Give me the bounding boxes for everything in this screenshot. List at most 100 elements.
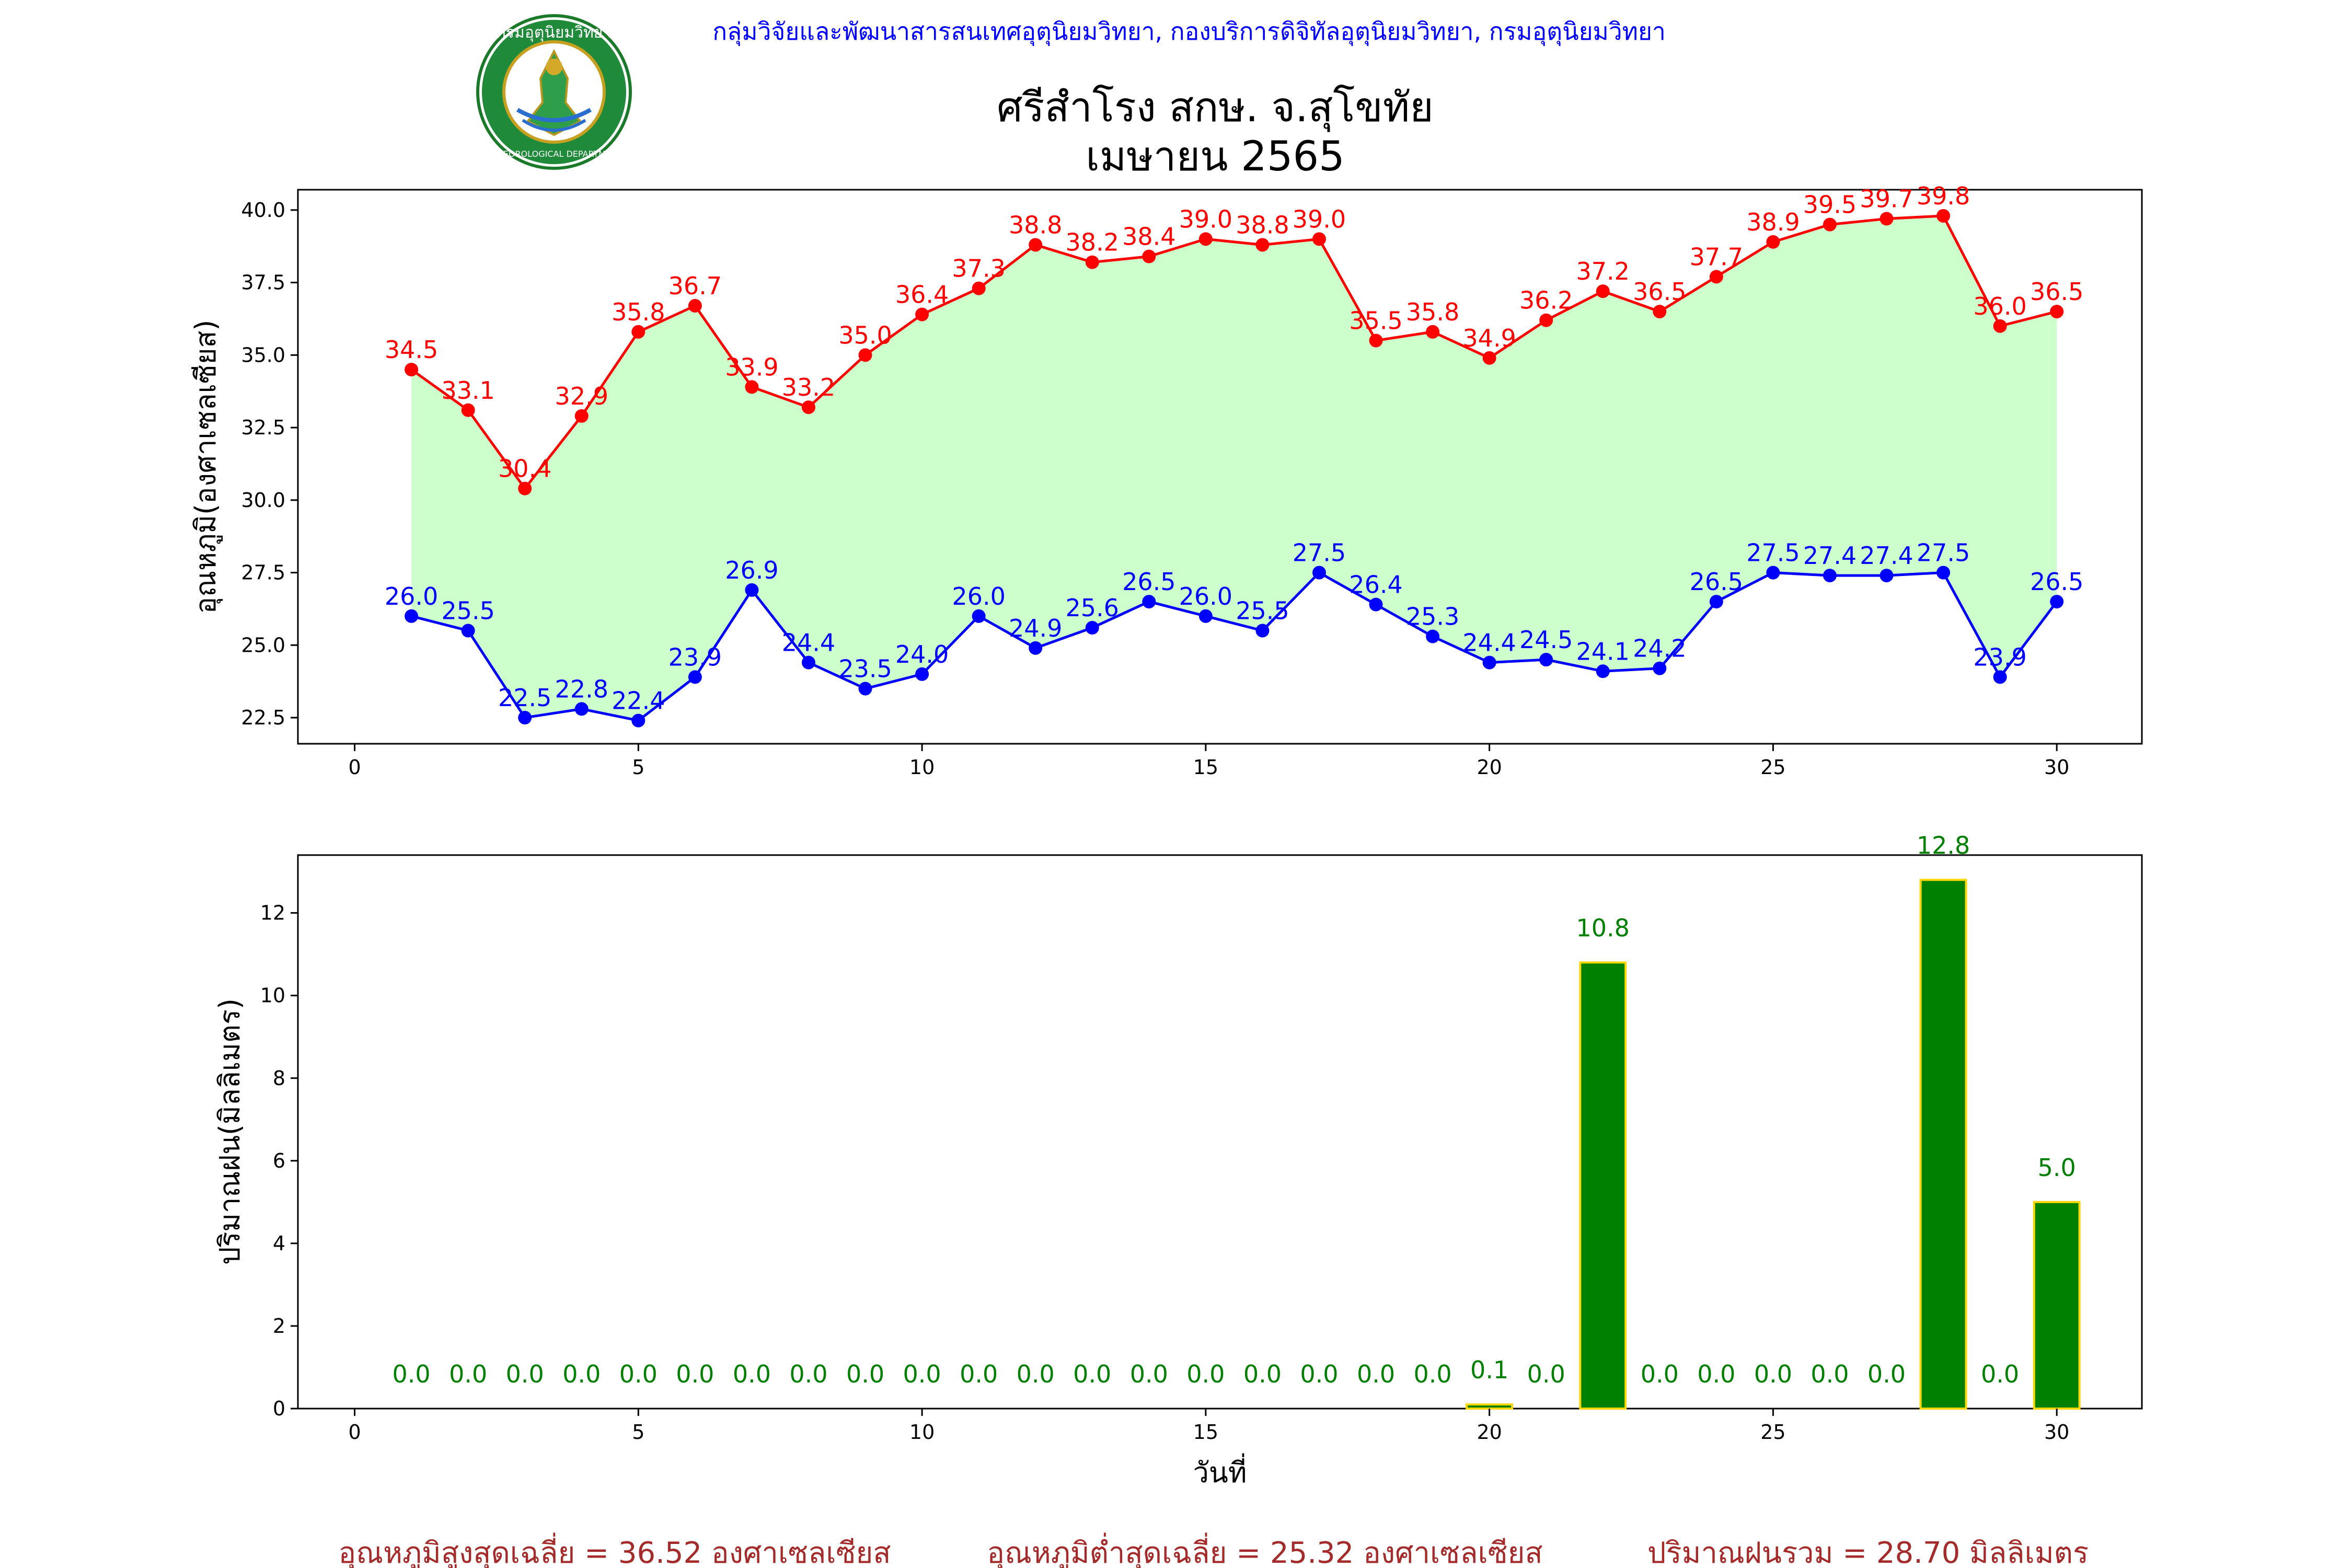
rainfall-xtick-label: 25	[1760, 1421, 1785, 1444]
min-temperature-value-label: 24.5	[1519, 626, 1573, 654]
max-temperature-value-label: 30.4	[498, 455, 551, 483]
max-temperature-value-label: 38.8	[1009, 211, 1062, 239]
min-temperature-value-label: 26.0	[385, 582, 438, 610]
rainfall-bar	[1466, 1403, 1514, 1410]
min-temperature-point	[405, 609, 419, 623]
min-temperature-point	[1766, 566, 1780, 580]
temperature-xtick-label: 5	[632, 756, 644, 779]
logo-ring-text: กรมอุตุนิยมวิทยา	[497, 24, 612, 42]
rainfall-value-label: 0.0	[1017, 1360, 1055, 1388]
min-temperature-point	[1596, 664, 1610, 678]
rainfall-data-labels: 0.0 0.0 0.0 0.0 0.0 0.0 0.0 0.0 0.0 0.0 0.0 0.0 0.0 0…	[393, 831, 2076, 1388]
max-temperature-value-label: 35.8	[612, 298, 665, 326]
min-temperature-value-label: 27.5	[1917, 539, 1970, 567]
max-temperature-value-label: 32.9	[555, 382, 608, 410]
rainfall-xtick-label: 30	[2044, 1421, 2069, 1444]
rainfall-value-label: 0.0	[1357, 1360, 1395, 1388]
max-temperature-point	[1596, 284, 1610, 298]
max-temperature-point	[1142, 249, 1156, 263]
max-temperature-value-label: 36.4	[895, 281, 949, 309]
temperature-data-labels: 34.533.130.432.935.836.733.933.235.036.4…	[385, 182, 2083, 715]
min-temperature-value-label: 23.5	[838, 655, 892, 683]
station-title: ศรีสำโรง สกษ. จ.สุโขทัย	[997, 84, 1434, 132]
max-temperature-point	[1823, 217, 1837, 232]
min-temperature-value-label: 27.5	[1746, 539, 1800, 567]
max-temperature-point	[1198, 232, 1213, 246]
min-temperature-point	[1936, 566, 1951, 580]
max-temperature-value-label: 37.7	[1690, 243, 1743, 271]
max-temperature-point	[801, 400, 815, 414]
min-temperature-value-label: 25.6	[1066, 594, 1119, 622]
min-temperature-value-label: 26.5	[2030, 568, 2083, 596]
rainfall-value-label: 0.1	[1470, 1356, 1508, 1384]
rainfall-value-label: 0.0	[1527, 1360, 1565, 1388]
temperature-ytick-label: 22.5	[241, 706, 285, 729]
min-temperature-value-label: 23.9	[668, 643, 722, 671]
min-temperature-value-label: 22.8	[555, 675, 608, 703]
rainfall-value-label: 0.0	[1811, 1360, 1849, 1388]
min-temperature-point	[1085, 621, 1099, 635]
temperature-ytick-label: 25.0	[241, 633, 285, 656]
min-temperature-value-label: 22.5	[498, 684, 551, 712]
min-temperature-value-label: 27.5	[1293, 539, 1346, 567]
rainfall-value-label: 0.0	[1867, 1360, 1906, 1388]
min-temperature-point	[1880, 569, 1894, 583]
max-temperature-point	[1936, 209, 1951, 223]
min-temperature-value-label: 26.0	[1179, 582, 1232, 610]
rainfall-bar	[2033, 1201, 2081, 1410]
min-temperature-point	[1029, 641, 1043, 655]
rainfall-value-label: 0.0	[619, 1360, 658, 1388]
max-temperature-point	[1369, 333, 1383, 348]
rainfall-value-label: 0.0	[393, 1360, 431, 1388]
min-temperature-value-label: 22.4	[612, 687, 665, 715]
temperature-ytick-label: 35.0	[241, 343, 285, 366]
max-temperature-point	[1993, 319, 2007, 333]
temperature-xtick-label: 10	[909, 756, 935, 779]
min-temperature-point	[1823, 569, 1837, 583]
temperature-ytick-label: 30.0	[241, 489, 285, 512]
rainfall-ytick-label: 4	[273, 1232, 285, 1255]
max-temperature-point	[1255, 238, 1270, 252]
rainfall-value-label: 0.0	[1186, 1360, 1225, 1388]
max-temperature-value-label: 38.9	[1746, 208, 1800, 236]
rainfall-ytick-label: 2	[273, 1315, 285, 1338]
rainfall-xtick-label: 10	[909, 1421, 935, 1444]
temperature-xtick-label: 30	[2044, 756, 2069, 779]
temperature-range-fill	[411, 215, 2057, 721]
max-temperature-point	[461, 403, 475, 417]
min-temperature-point	[1426, 629, 1440, 643]
rainfall-ytick-label: 8	[273, 1067, 285, 1090]
temperature-xtick-label: 15	[1193, 756, 1218, 779]
min-temperature-value-label: 25.5	[1236, 597, 1289, 625]
rainfall-value-label: 0.0	[1754, 1360, 1792, 1388]
rainfall-value-label: 0.0	[1697, 1360, 1735, 1388]
summary-total-rain: ปริมาณฝนรวม = 28.70 มิลลิเมตร	[1647, 1536, 2089, 1568]
min-temperature-point	[1993, 670, 2007, 684]
min-temperature-value-label: 26.0	[952, 582, 1005, 610]
min-temperature-value-label: 26.9	[725, 556, 778, 584]
rainfall-value-label: 0.0	[676, 1360, 714, 1388]
rainfall-ytick-label: 10	[260, 984, 285, 1007]
min-temperature-point	[688, 670, 702, 684]
temperature-axis-ticks: 0 5 10 15 20 25 30 22.5 25.0 27.5 30.0 32.5 35.0 37.5…	[241, 199, 2069, 779]
max-temperature-point	[1766, 235, 1780, 249]
meteorological-department-logo: กรมอุตุนิยมวิทยา METEOROLOGICAL DEPARTME…	[476, 14, 632, 170]
summary-avg-max: อุณหภูมิสูงสุดเฉลี่ย = 36.52 องศาเซลเซีย…	[338, 1532, 891, 1568]
max-temperature-point	[518, 481, 532, 495]
max-temperature-point	[1653, 305, 1667, 319]
temperature-series	[405, 209, 2064, 728]
min-temperature-value-label: 27.4	[1860, 541, 1913, 570]
max-temperature-value-label: 39.5	[1803, 191, 1857, 219]
temperature-axis-label: อุณหภูมิ(องศาเซลเซียส)	[189, 320, 223, 614]
min-temperature-point	[858, 682, 872, 696]
rainfall-value-label: 0.0	[846, 1360, 884, 1388]
min-temperature-point	[461, 624, 475, 638]
rainfall-value-label: 0.0	[1243, 1360, 1282, 1388]
rainfall-axis-ticks: 0 5 10 15 20 25 30 0 2 4 6 8 10 12	[260, 902, 2070, 1444]
min-temperature-value-label: 24.4	[782, 629, 835, 657]
max-temperature-value-label: 33.1	[441, 376, 494, 405]
rainfall-value-label: 10.8	[1576, 914, 1630, 942]
max-temperature-value-label: 38.4	[1122, 223, 1175, 251]
max-temperature-value-label: 36.2	[1519, 286, 1573, 315]
